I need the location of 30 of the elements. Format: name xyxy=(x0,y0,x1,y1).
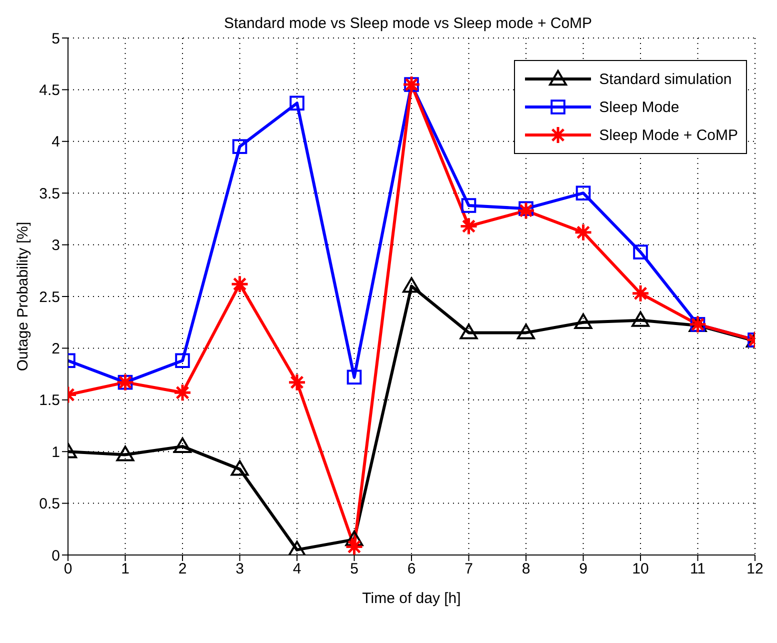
y-tick-label: 5 xyxy=(52,30,60,48)
x-tick-label: 12 xyxy=(746,560,764,578)
x-tick-label: 1 xyxy=(121,560,130,578)
y-tick-label: 2.5 xyxy=(39,288,60,306)
y-tick-label: 3 xyxy=(52,237,60,254)
y-tick-label: 1 xyxy=(52,444,60,461)
chart-title: Standard mode vs Sleep mode vs Sleep mode + CoMP xyxy=(224,15,592,32)
y-tick-label: 4 xyxy=(52,134,60,151)
y-tick-label: 0.5 xyxy=(39,496,60,513)
y-tick-label: 2 xyxy=(52,340,60,358)
legend-label: Sleep Mode + CoMP xyxy=(599,126,738,144)
y-tick-label: 4.5 xyxy=(39,82,60,100)
y-tick-label: 3.5 xyxy=(39,185,60,202)
x-tick-label: 6 xyxy=(407,560,416,578)
y-tick-label: 1.5 xyxy=(39,392,60,410)
x-tick-label: 2 xyxy=(178,560,187,578)
x-tick-label: 9 xyxy=(579,560,588,578)
x-tick-label: 3 xyxy=(236,560,244,578)
x-tick-label: 8 xyxy=(522,560,530,578)
x-tick-label: 5 xyxy=(350,560,358,578)
x-tick-label: 7 xyxy=(464,560,473,578)
legend-label: Sleep Mode xyxy=(599,98,680,116)
legend-label: Standard simulation xyxy=(599,70,732,88)
y-tick-label: 0 xyxy=(52,547,60,564)
y-axis-title: Outage Probability [%] xyxy=(14,222,32,372)
x-tick-label: 10 xyxy=(632,560,649,578)
x-tick-label: 11 xyxy=(690,560,706,578)
x-axis-title: Time of day [h] xyxy=(362,590,461,607)
x-tick-label: 4 xyxy=(292,560,302,578)
x-tick-label: 0 xyxy=(64,560,72,578)
